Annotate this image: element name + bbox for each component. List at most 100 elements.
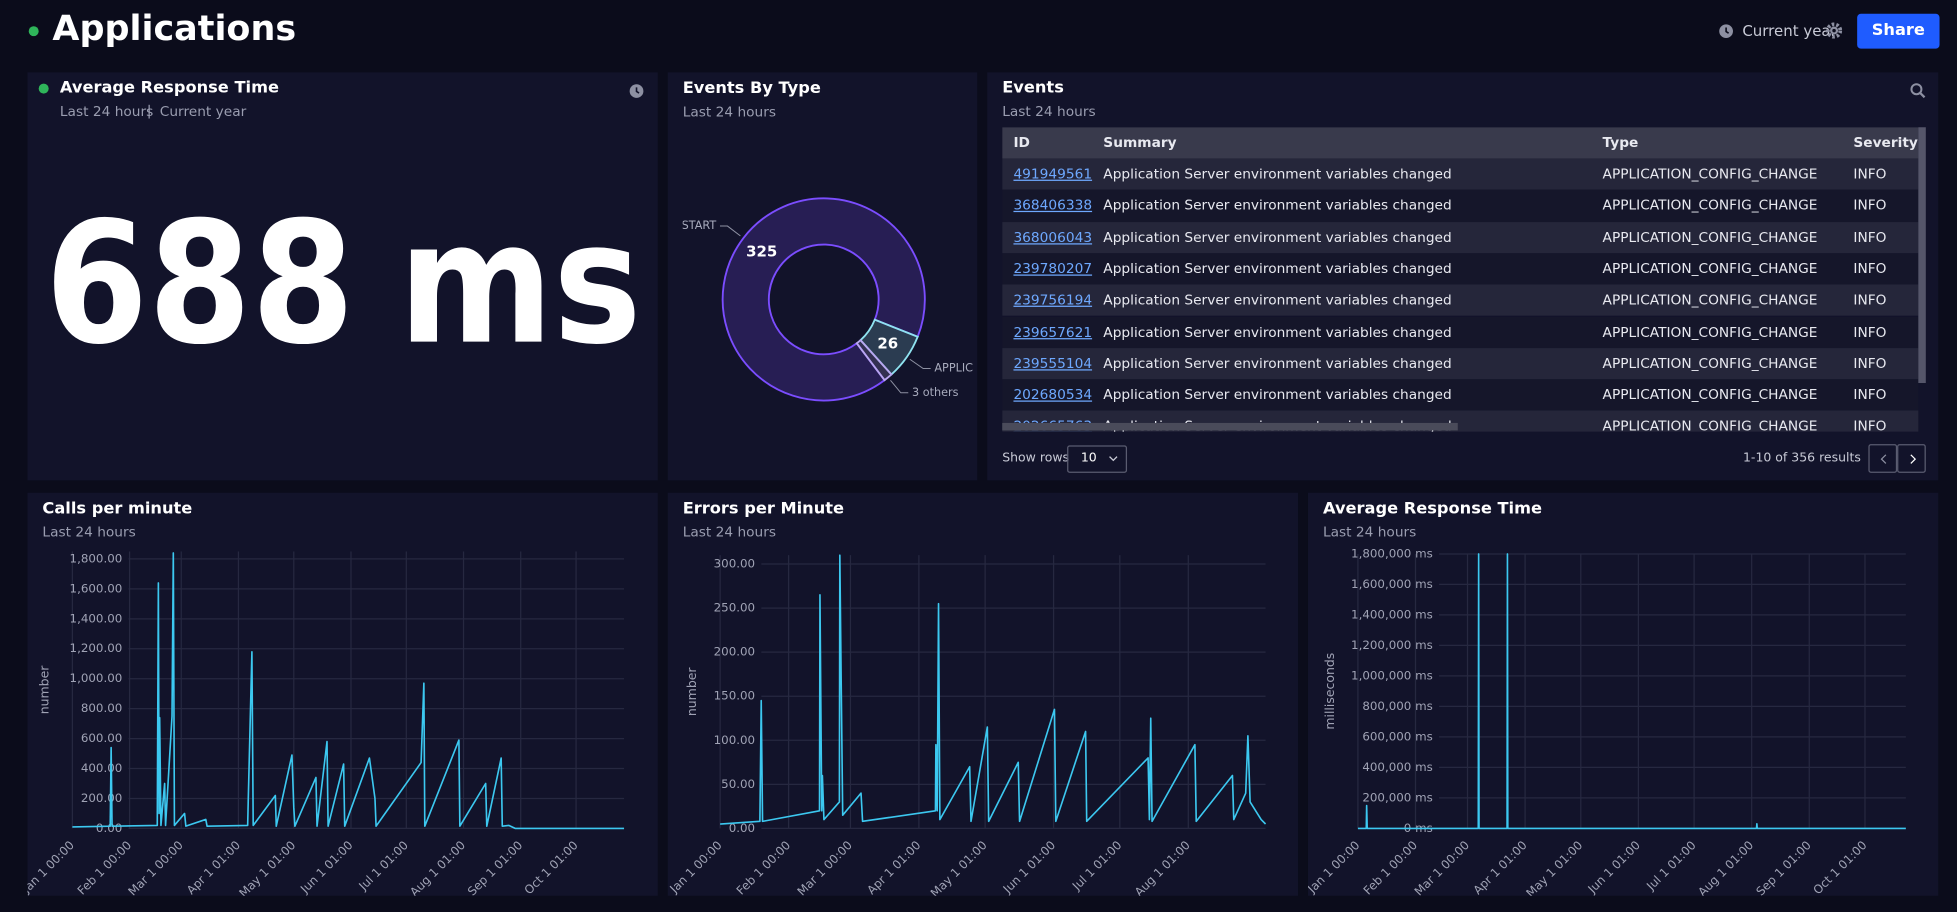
next-page[interactable] (1897, 444, 1926, 473)
panel-subtitle: Last 24 hours (683, 525, 776, 541)
panel-title: Events By Type (683, 78, 821, 97)
leader-line (719, 225, 741, 237)
series-line (720, 554, 1267, 825)
status-dot (28, 26, 39, 37)
donut-slice (721, 197, 926, 402)
x-tick-label: Apr 1 01:00 (864, 838, 923, 896)
x-tick-label: Jun 1 01:00 (1000, 838, 1058, 896)
x-tick-label: Aug 1 01:00 (1695, 838, 1756, 896)
table-row: 202680534 Application Server environment … (1002, 379, 1919, 411)
cell: INFO (1853, 355, 1887, 372)
panel-title: Average Response Time (59, 78, 280, 98)
event-id-link[interactable]: 202680534 (1013, 386, 1093, 404)
column-header: Type (1602, 134, 1639, 151)
panel-subtitle: Last 24 hours (59, 103, 154, 120)
y-tick-label: 1,000,000 ms (1351, 668, 1433, 682)
cell: Application Server environment variables… (1103, 292, 1452, 309)
cell: INFO (1853, 292, 1887, 309)
y-axis-title: number (684, 667, 699, 717)
event-id-link[interactable]: 239780207 (1013, 260, 1093, 277)
cell: INFO (1853, 197, 1887, 214)
y-axis-title: number (36, 665, 51, 715)
scrollbar[interactable] (1918, 127, 1926, 384)
event-id-link[interactable]: 239657621 (1013, 323, 1093, 340)
stat-value: 688ms (45, 186, 642, 382)
line-chart: Calls per minute Last 24 hours number Jan 1… (27, 499, 625, 896)
x-tick-label: Oct 1 01:00 (521, 838, 580, 896)
leader-line (909, 358, 931, 369)
event-id-link[interactable]: 368406338 (1013, 197, 1093, 214)
cell: APPLICATION_CONFIG_CHANGE (1602, 229, 1818, 246)
y-tick-label: 200.00 (714, 645, 755, 659)
leader-line (890, 379, 909, 394)
x-tick-label: Feb 1 00:00 (1361, 838, 1421, 896)
rows-select[interactable]: 10 (1067, 445, 1128, 473)
y-tick-label: 1,400,000 ms (1351, 607, 1433, 621)
y-tick-label: 1,200,000 ms (1351, 638, 1433, 652)
column-header: Severity (1853, 134, 1918, 151)
event-id-link[interactable]: 491949561 (1013, 165, 1093, 183)
cell: INFO (1853, 260, 1887, 277)
panel-title: Average Response Time (1323, 499, 1542, 518)
panel-title: Events (1002, 78, 1064, 98)
panel-subtitle: Last 24 hours (1323, 525, 1416, 541)
cell: INFO (1853, 165, 1887, 183)
category-label: RESTART (668, 219, 717, 232)
panel-title: Errors per Minute (683, 499, 844, 518)
cell: APPLICATION_CONFIG_CHANGE (1602, 292, 1818, 309)
status-dot (38, 83, 49, 94)
event-id-link[interactable]: 368006043 (1013, 229, 1093, 246)
y-tick-label: 300.00 (714, 557, 755, 571)
share-button[interactable]: Share (1857, 13, 1940, 49)
x-tick-label: Apr 1 01:00 (184, 838, 243, 896)
event-id-link[interactable]: 239756194 (1013, 292, 1093, 309)
time-range[interactable]: Current year (1742, 22, 1837, 40)
donut-slice (855, 338, 893, 382)
value: 688 (45, 186, 355, 382)
unit: ms (399, 186, 642, 382)
cell: Application Server environment variables… (1103, 229, 1452, 246)
events-table: ID Summary Type Severity 491949561 Applicatio… (1002, 127, 1926, 432)
h-scrollbar[interactable] (1002, 422, 1458, 431)
value-label: 325 (746, 243, 777, 261)
y-tick-label: 200,000 ms (1362, 790, 1432, 804)
column-header: Summary (1103, 134, 1177, 151)
cell: APPLICATION_CONFIG_CHANGE (1602, 355, 1818, 372)
category-label: 3 others (912, 386, 959, 399)
stat-panel (27, 72, 658, 481)
x-tick-label: Feb 1 00:00 (734, 838, 794, 896)
x-tick-label: Jan 1 00:00 (1308, 838, 1363, 896)
y-tick-label: 400.00 (81, 761, 122, 775)
chevron (1109, 456, 1118, 462)
search-icon[interactable] (1910, 82, 1926, 99)
cell: APPLICATION_CONFIG_CHANGE (1602, 197, 1818, 214)
settings-icon[interactable] (1825, 22, 1843, 39)
y-tick-label: 0.00 (729, 821, 755, 835)
clock-icon (1719, 24, 1733, 39)
prev-page[interactable] (1868, 444, 1898, 473)
donut-panel (667, 72, 978, 481)
event-id-link[interactable]: 239555104 (1013, 355, 1093, 372)
series-line (1357, 553, 1906, 830)
x-tick-label: Jun 1 01:00 (1584, 838, 1642, 896)
column-header: ID (1013, 134, 1030, 151)
y-tick-label: 800.00 (81, 701, 122, 715)
y-axis-title: milliseconds (1322, 653, 1337, 730)
y-tick-label: 50.00 (721, 777, 755, 791)
y-tick-label: 1,000.00 (70, 671, 123, 685)
cell: APPLICATION_CONFIG_CHANGE (1602, 386, 1818, 404)
rows-value: 10 (1080, 451, 1097, 466)
panel-subtitle: Last 24 hours (1002, 103, 1096, 120)
y-tick-label: 150.00 (714, 689, 755, 703)
x-tick-label: May 1 01:00 (928, 838, 990, 896)
x-tick-label: Apr 1 01:00 (1470, 838, 1529, 896)
value-label: 26 (877, 334, 898, 352)
line-chart: Average Response Time Last 24 hours millis… (1308, 499, 1906, 896)
panel-title: Calls per minute (42, 499, 192, 518)
x-tick-label: Mar 1 00:00 (1412, 838, 1473, 896)
cell: Application Server environment variables… (1103, 197, 1452, 214)
stat-text: 688ms (45, 186, 642, 382)
line-chart: Errors per Minute Last 24 hours number Jan … (668, 499, 1267, 896)
